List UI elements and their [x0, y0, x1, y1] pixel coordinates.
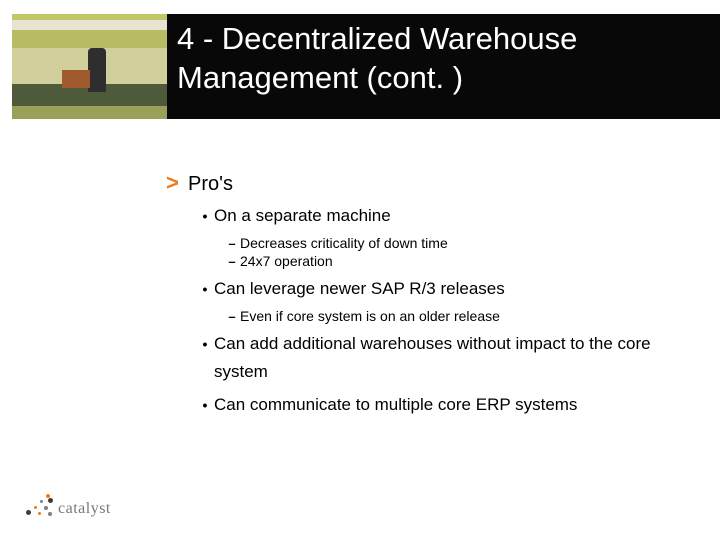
bullet-dot-icon: •	[196, 281, 214, 297]
bullet-dot-icon: •	[196, 208, 214, 224]
bullet-dash-icon: –	[224, 236, 240, 251]
bullet-lvl2: •On a separate machine	[196, 202, 706, 229]
lvl3-text: Even if core system is on an older relea…	[240, 308, 500, 324]
footer-logo: catalyst	[24, 492, 111, 518]
bullet-lvl2: •Can communicate to multiple core ERP sy…	[196, 391, 706, 418]
bullet-lvl2: •Can add additional warehouses without i…	[196, 330, 706, 384]
title-bar: 4 - Decentralized Warehouse Management (…	[167, 14, 720, 119]
lvl2-text: Can add additional warehouses without im…	[214, 330, 706, 384]
lvl2-text: On a separate machine	[214, 202, 391, 229]
bullet-lvl2: •Can leverage newer SAP R/3 releases	[196, 275, 706, 302]
thumb-band	[12, 30, 167, 48]
bullet-dash-icon: –	[224, 309, 240, 324]
lvl2-text: Can leverage newer SAP R/3 releases	[214, 275, 505, 302]
header-thumbnail-image	[12, 14, 167, 119]
lvl3-text: 24x7 operation	[240, 253, 333, 269]
lvl3-text: Decreases criticality of down time	[240, 235, 448, 251]
bullet-dot-icon: •	[196, 336, 214, 352]
logo-text: catalyst	[58, 500, 111, 518]
bullet-dash-icon: –	[224, 254, 240, 269]
slide-title: 4 - Decentralized Warehouse Management (…	[177, 20, 710, 98]
thumb-cart	[62, 70, 90, 88]
thumb-band	[12, 106, 167, 119]
bullet-dot-icon: •	[196, 397, 214, 413]
bullet-lvl3-group: –Decreases criticality of down time–24x7…	[224, 235, 706, 269]
content-body: > Pro's •On a separate machine–Decreases…	[166, 170, 706, 430]
lvl1-text: Pro's	[188, 173, 233, 196]
bullet-lvl3-group: –Even if core system is on an older rele…	[224, 308, 706, 324]
thumb-band	[12, 20, 167, 30]
bullet-lvl1: > Pro's •On a separate machine–Decreases…	[166, 170, 706, 418]
slide: 4 - Decentralized Warehouse Management (…	[0, 0, 720, 540]
lvl2-text: Can communicate to multiple core ERP sys…	[214, 391, 577, 418]
thumb-figure	[88, 48, 106, 92]
logo-dots-icon	[24, 492, 54, 518]
chevron-right-icon: >	[166, 170, 188, 196]
header: 4 - Decentralized Warehouse Management (…	[0, 14, 720, 119]
